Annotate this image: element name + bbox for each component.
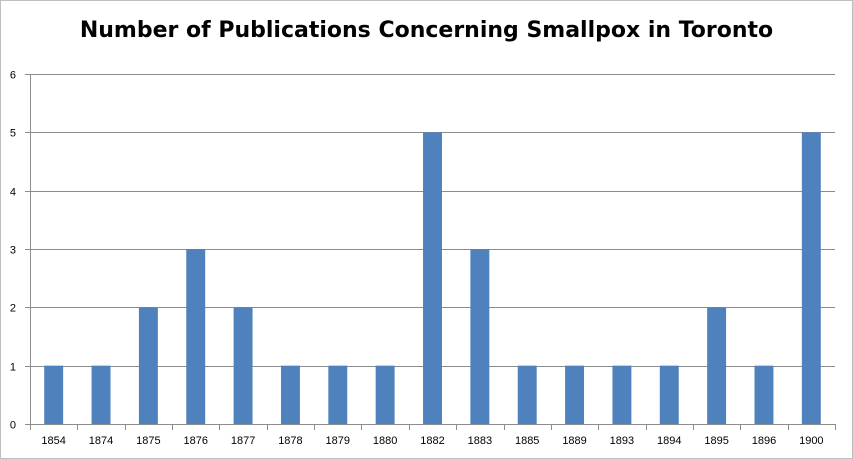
bar bbox=[565, 365, 585, 424]
x-tick-label: 1876 bbox=[183, 435, 207, 447]
x-tick-label: 1880 bbox=[373, 435, 397, 447]
bar bbox=[612, 365, 632, 424]
x-tick-label: 1882 bbox=[420, 435, 444, 447]
x-tick-label: 1874 bbox=[89, 435, 113, 447]
bar bbox=[517, 365, 537, 424]
x-tick-label: 1894 bbox=[657, 435, 681, 447]
x-tick-label: 1885 bbox=[515, 435, 539, 447]
x-tick-label: 1889 bbox=[562, 435, 586, 447]
axes: 0 1 2 3 4 5 6 1854 1874 1875 1876 1877 1878 1879 1880 1… bbox=[10, 70, 836, 447]
x-tick-label: 1875 bbox=[136, 435, 160, 447]
bar bbox=[280, 365, 300, 424]
y-tick-label: 2 bbox=[10, 303, 16, 315]
y-tick-label: 1 bbox=[10, 362, 16, 374]
y-tick-label: 4 bbox=[10, 187, 16, 199]
x-tick-label: 1877 bbox=[231, 435, 255, 447]
x-tick-label: 1878 bbox=[278, 435, 302, 447]
bar bbox=[233, 307, 253, 424]
x-tick-label: 1893 bbox=[610, 435, 634, 447]
x-tick-label: 1895 bbox=[704, 435, 728, 447]
bar bbox=[470, 249, 490, 424]
bar bbox=[375, 365, 395, 424]
y-tick-label: 3 bbox=[10, 245, 16, 257]
x-tick-label: 1883 bbox=[468, 435, 492, 447]
bar bbox=[44, 365, 64, 424]
bar bbox=[659, 365, 679, 424]
x-tick-label: 1896 bbox=[752, 435, 776, 447]
bar bbox=[138, 307, 158, 424]
y-tick-label: 6 bbox=[10, 70, 16, 82]
x-tick-label: 1879 bbox=[326, 435, 350, 447]
bar bbox=[91, 365, 111, 424]
bar bbox=[801, 132, 821, 425]
y-tick-label: 5 bbox=[10, 128, 16, 140]
bar bbox=[754, 365, 774, 424]
bar bbox=[186, 249, 206, 424]
bars bbox=[44, 132, 821, 425]
y-tick-label: 0 bbox=[10, 420, 16, 432]
x-tick-label: 1900 bbox=[799, 435, 823, 447]
bar bbox=[423, 132, 442, 425]
bar bbox=[328, 365, 348, 424]
x-tick-label: 1854 bbox=[41, 435, 65, 447]
chart-title: Number of Publications Concerning Smallp… bbox=[79, 18, 774, 43]
bar bbox=[707, 307, 727, 424]
